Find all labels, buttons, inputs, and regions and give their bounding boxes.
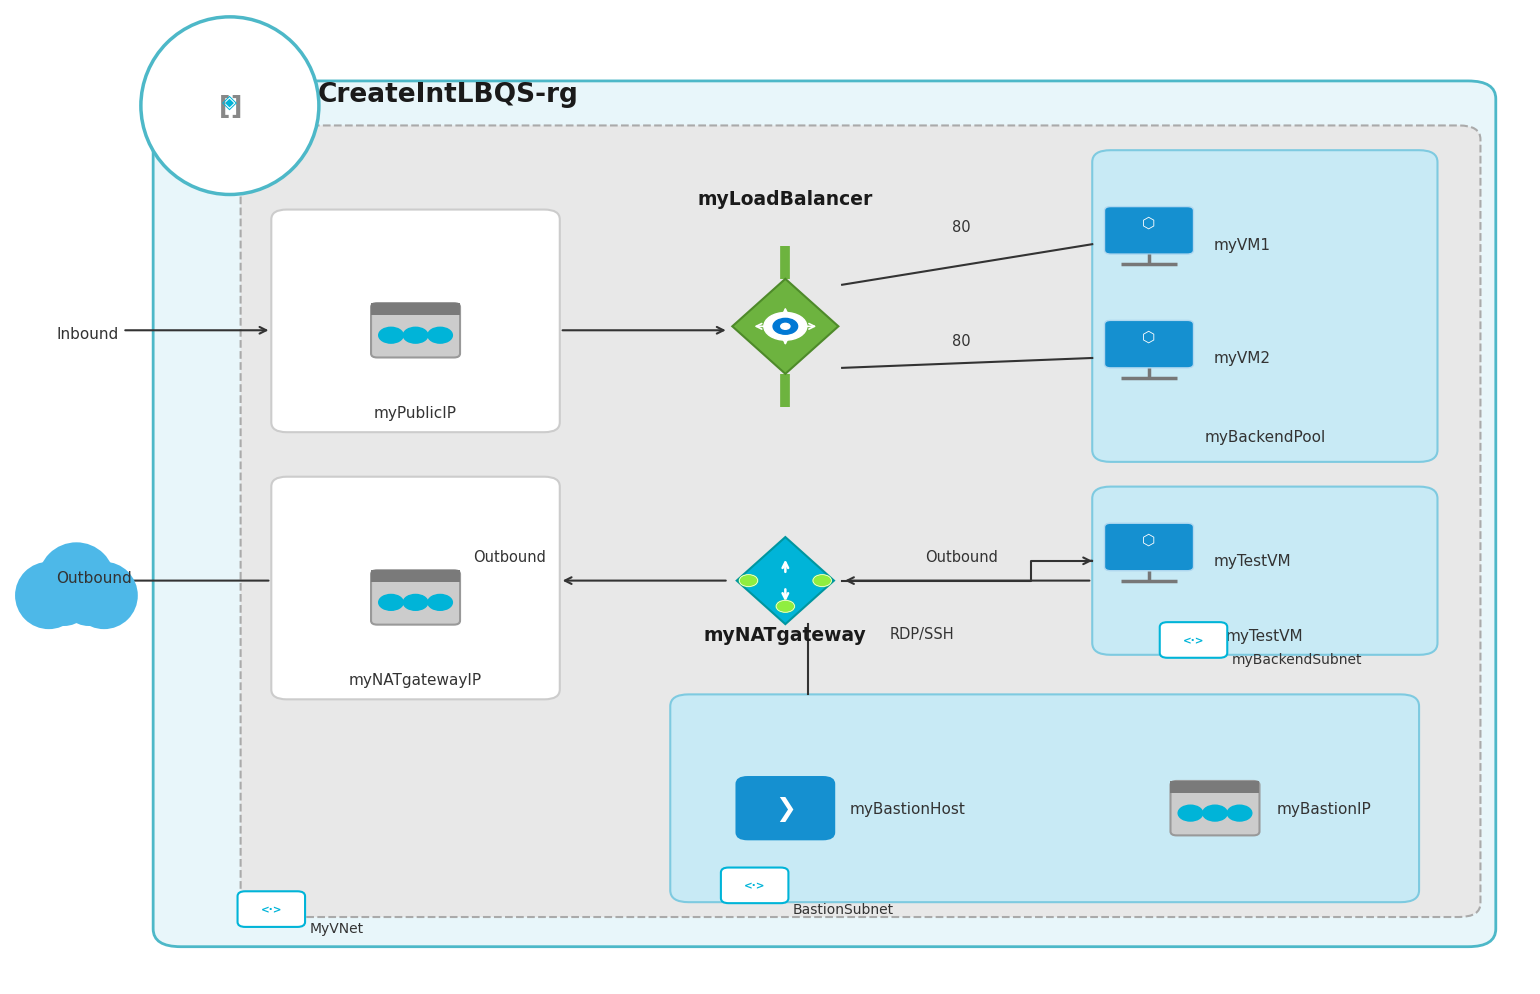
FancyBboxPatch shape	[152, 82, 1495, 946]
Ellipse shape	[37, 572, 92, 626]
Circle shape	[403, 328, 428, 344]
Text: myBackendPool: myBackendPool	[1204, 429, 1326, 444]
FancyBboxPatch shape	[237, 892, 305, 927]
Text: Inbound: Inbound	[57, 326, 119, 341]
FancyBboxPatch shape	[271, 211, 559, 432]
Ellipse shape	[15, 563, 83, 629]
FancyBboxPatch shape	[1113, 327, 1184, 363]
Text: myVM1: myVM1	[1214, 238, 1270, 252]
Circle shape	[1178, 805, 1203, 821]
Ellipse shape	[62, 572, 117, 626]
Text: 80: 80	[953, 334, 972, 349]
Text: ◈: ◈	[222, 92, 237, 111]
Circle shape	[764, 313, 807, 341]
Circle shape	[813, 576, 832, 586]
FancyBboxPatch shape	[1160, 622, 1227, 658]
FancyBboxPatch shape	[736, 776, 835, 841]
Text: myPublicIP: myPublicIP	[374, 406, 457, 420]
Circle shape	[773, 319, 798, 335]
Text: myTestVM: myTestVM	[1226, 628, 1304, 643]
Text: myBastionIP: myBastionIP	[1277, 801, 1371, 816]
Circle shape	[781, 324, 790, 330]
Circle shape	[1227, 805, 1252, 821]
Text: myLoadBalancer: myLoadBalancer	[698, 190, 873, 209]
Text: ⬡: ⬡	[1143, 532, 1155, 547]
Text: Outbound: Outbound	[926, 550, 998, 565]
Text: myTestVM: myTestVM	[1214, 554, 1291, 569]
Text: <·>: <·>	[1183, 635, 1204, 645]
Circle shape	[379, 594, 403, 610]
Text: <·>: <·>	[744, 881, 765, 891]
FancyBboxPatch shape	[1104, 524, 1194, 572]
Text: 80: 80	[953, 220, 972, 235]
Circle shape	[403, 594, 428, 610]
Circle shape	[379, 328, 403, 344]
Text: <·>: <·>	[260, 905, 282, 914]
FancyBboxPatch shape	[1170, 781, 1260, 793]
Ellipse shape	[71, 563, 137, 629]
FancyBboxPatch shape	[1113, 530, 1184, 566]
FancyBboxPatch shape	[1092, 151, 1437, 462]
Text: ⬡: ⬡	[1143, 329, 1155, 344]
Circle shape	[428, 328, 453, 344]
Text: ⬡: ⬡	[1143, 216, 1155, 231]
Text: ]: ]	[229, 94, 242, 118]
Text: Outbound: Outbound	[473, 550, 545, 565]
FancyBboxPatch shape	[371, 571, 460, 582]
Ellipse shape	[38, 543, 116, 619]
FancyBboxPatch shape	[1092, 487, 1437, 655]
FancyBboxPatch shape	[1113, 214, 1184, 248]
Text: ❯: ❯	[775, 796, 796, 821]
Circle shape	[776, 600, 795, 612]
FancyBboxPatch shape	[1104, 321, 1194, 369]
Circle shape	[428, 594, 453, 610]
Circle shape	[739, 576, 758, 586]
Text: RDP/SSH: RDP/SSH	[890, 626, 955, 641]
FancyBboxPatch shape	[670, 695, 1418, 903]
Text: myNATgateway: myNATgateway	[704, 625, 867, 644]
FancyBboxPatch shape	[1170, 781, 1260, 836]
FancyBboxPatch shape	[240, 126, 1480, 917]
Text: myBackendSubnet: myBackendSubnet	[1232, 652, 1363, 666]
FancyBboxPatch shape	[271, 477, 559, 700]
Text: myBastionHost: myBastionHost	[850, 801, 966, 816]
Text: BastionSubnet: BastionSubnet	[793, 903, 895, 916]
FancyBboxPatch shape	[371, 304, 460, 316]
Text: myNATgatewayIP: myNATgatewayIP	[350, 673, 482, 688]
FancyBboxPatch shape	[371, 571, 460, 625]
Ellipse shape	[140, 18, 319, 195]
Text: CreateIntLBQS-rg: CreateIntLBQS-rg	[317, 82, 578, 107]
Circle shape	[813, 576, 832, 586]
Text: MyVNet: MyVNet	[310, 921, 363, 935]
Polygon shape	[736, 538, 835, 624]
Circle shape	[776, 600, 795, 612]
FancyBboxPatch shape	[371, 304, 460, 358]
Text: [: [	[219, 94, 229, 118]
Text: Outbound: Outbound	[57, 571, 132, 585]
FancyBboxPatch shape	[1104, 208, 1194, 254]
Polygon shape	[733, 279, 838, 375]
Text: myVM2: myVM2	[1214, 351, 1270, 366]
Circle shape	[1203, 805, 1227, 821]
Circle shape	[739, 576, 758, 586]
FancyBboxPatch shape	[721, 868, 788, 904]
